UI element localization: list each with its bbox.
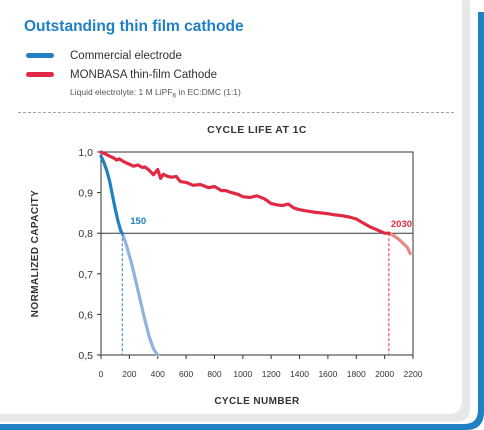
x-axis-label: CYCLE NUMBER [214, 396, 300, 407]
x-tick-label: 1000 [233, 369, 252, 379]
x-tick-label: 1600 [318, 369, 337, 379]
electrolyte-note: Liquid electrolyte: 1 M LiPF6 in EC:DMC … [70, 87, 241, 100]
legend-swatch-commercial [26, 53, 54, 58]
y-tick-label: 0,9 [78, 188, 93, 200]
x-tick-label: 800 [207, 369, 221, 379]
y-tick-label: 1,0 [78, 147, 93, 159]
x-tick-label: 400 [151, 369, 165, 379]
y-tick-label: 0,8 [78, 228, 93, 240]
section-divider [18, 112, 454, 113]
x-tick-label: 0 [99, 369, 104, 379]
chart-title: CYCLE LIFE AT 1C [207, 124, 307, 136]
legend-label-commercial: Commercial electrode [70, 49, 182, 62]
electrolyte-note-suffix: in EC:DMC (1:1) [176, 87, 241, 97]
electrolyte-note-prefix: Liquid electrolyte: 1 M LiPF [70, 87, 173, 97]
series-line-commercial [99, 154, 124, 235]
x-tick-label: 600 [179, 369, 193, 379]
electrolyte-note-subscript: 6 [172, 92, 177, 100]
legend: Commercial electrode MONBASA thin-film C… [26, 46, 241, 100]
crossing-label-monbasa: 2030 [391, 219, 412, 230]
series-line-commercial-after-threshold [120, 231, 160, 357]
x-tick-label: 2200 [404, 369, 423, 379]
plot-area-border [100, 151, 414, 356]
y-axis-label: NORMALIZED CAPACITY [30, 190, 41, 317]
x-tick-label: 1400 [290, 369, 309, 379]
legend-swatch-monbasa [26, 72, 54, 77]
legend-item-commercial: Commercial electrode [26, 46, 241, 65]
y-tick-label: 0,7 [78, 269, 93, 281]
crossing-label-commercial: 150 [130, 216, 146, 227]
x-tick-label: 1800 [347, 369, 366, 379]
legend-label-monbasa: MONBASA thin-film Cathode [70, 68, 218, 81]
y-tick-label: 0,6 [78, 309, 93, 321]
legend-item-monbasa: MONBASA thin-film Cathode [26, 65, 241, 84]
x-tick-label: 2000 [375, 369, 394, 379]
series-line-monbasa [99, 150, 391, 235]
x-tick-label: 1200 [262, 369, 281, 379]
y-tick-label: 0,5 [78, 350, 93, 362]
series-line-monbasa-after-threshold [387, 231, 412, 256]
x-tick-label: 200 [122, 369, 136, 379]
page-title: Outstanding thin film cathode [24, 18, 244, 35]
